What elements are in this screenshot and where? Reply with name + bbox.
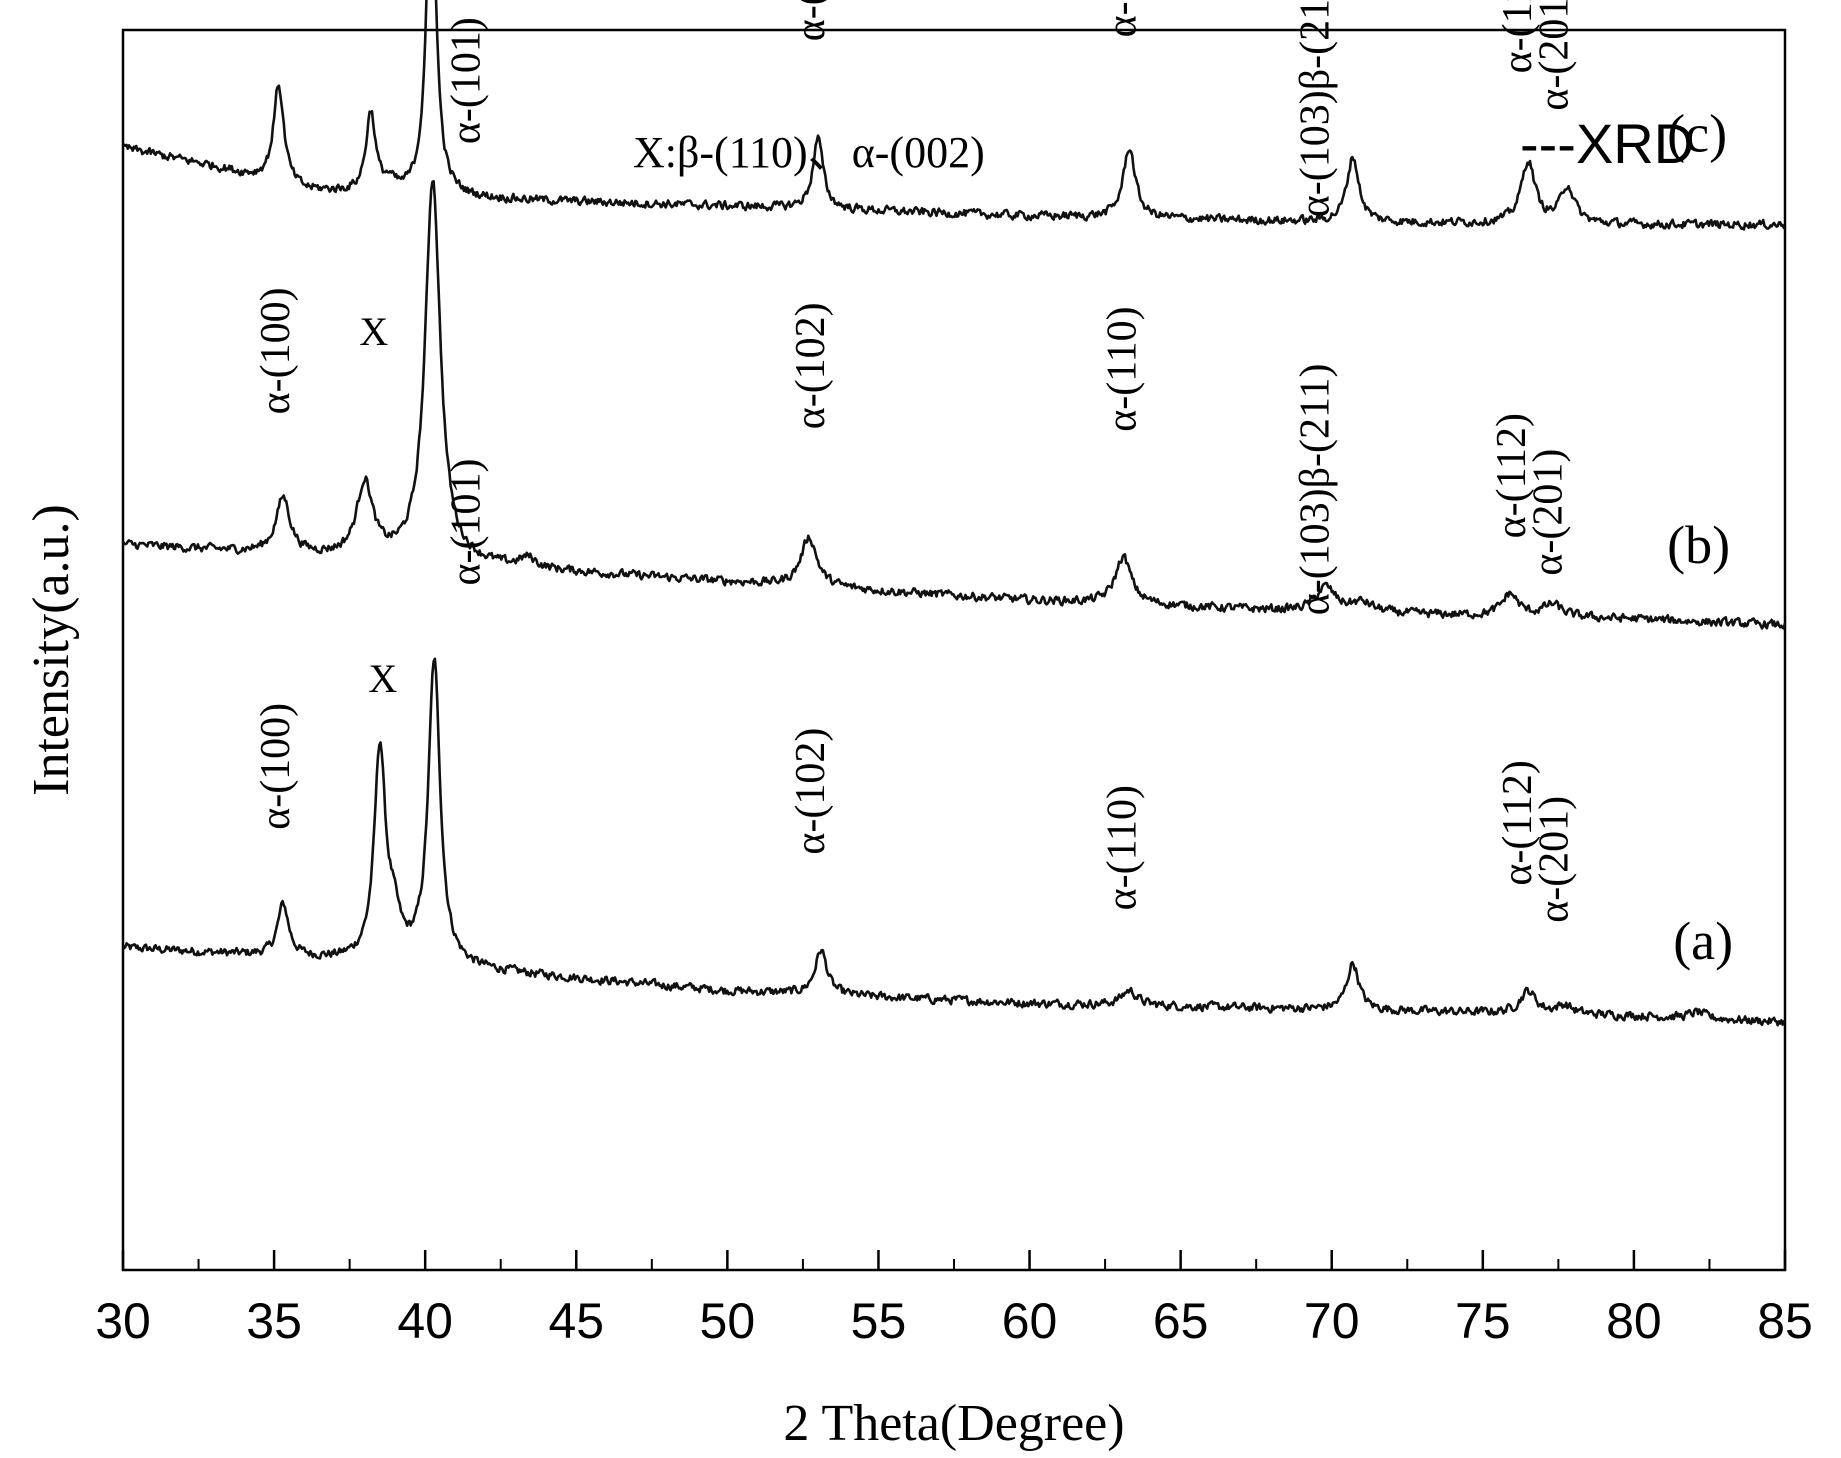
peak-labels-layer: (a) α-(100) Xα-(101) α-(102) α-(110) α-(103)β… — [253, 0, 1733, 971]
peak-label: α-(201) — [1531, 796, 1577, 923]
peak-label: α-(103)β-(211) — [1293, 364, 1339, 616]
x-tick-label: 45 — [548, 1293, 604, 1349]
peak-label: α-(201) — [1531, 0, 1577, 111]
peak-label: α-(103)β-(211) — [1293, 0, 1339, 217]
peak-label: α-(100) — [253, 287, 299, 414]
series-line — [122, 0, 1786, 231]
x-tick-label: 50 — [700, 1293, 756, 1349]
series-layer — [121, 0, 1787, 1027]
series-line — [121, 657, 1786, 1027]
x-tick-label: 60 — [1002, 1293, 1058, 1349]
series-line — [121, 179, 1787, 630]
x-axis-ticks: 30 35 40 45 50 55 60 65 70 75 80 85 — [95, 1250, 1813, 1349]
peak-label: α-(110) — [1099, 785, 1145, 910]
x-tick-label: 80 — [1606, 1293, 1662, 1349]
series-label: (c) — [1667, 104, 1727, 164]
series-label: (a) — [1673, 911, 1733, 971]
peak-label: α-(112) — [1489, 413, 1535, 538]
peak-label: α-(100) — [253, 703, 299, 830]
peak-label-x: X — [359, 309, 388, 354]
x-tick-label: 30 — [95, 1293, 151, 1349]
x-tick-label: 40 — [397, 1293, 453, 1349]
peak-label: α-(101) — [444, 17, 490, 144]
x-tick-label: 55 — [851, 1293, 907, 1349]
x-tick-label: 70 — [1304, 1293, 1360, 1349]
legend-text: ---XRD — [1520, 112, 1694, 175]
peak-label: α-(110) — [1099, 306, 1145, 431]
peak-label: α-(102) — [788, 302, 834, 429]
peak-label: α-(110) — [1099, 0, 1145, 37]
note-text: X:β-(110)、α-(002) — [633, 128, 985, 177]
series-label: (b) — [1667, 515, 1730, 575]
x-axis-label: 2 Theta(Degree) — [783, 1395, 1124, 1452]
peak-label: α-(101) — [444, 459, 490, 586]
peak-label: α-(102) — [788, 0, 834, 41]
x-tick-label: 35 — [246, 1293, 302, 1349]
x-tick-label: 65 — [1153, 1293, 1209, 1349]
peak-label: α-(201) — [1525, 449, 1571, 576]
peak-label: α-(112) — [1495, 760, 1541, 885]
x-tick-label: 75 — [1455, 1293, 1511, 1349]
x-tick-label: 85 — [1757, 1293, 1813, 1349]
peak-label-x: X — [368, 656, 397, 701]
peak-label: α-(112) — [1495, 0, 1541, 73]
peak-label: α-(102) — [788, 728, 834, 855]
y-axis-label: Intensity(a.u.) — [23, 504, 80, 796]
